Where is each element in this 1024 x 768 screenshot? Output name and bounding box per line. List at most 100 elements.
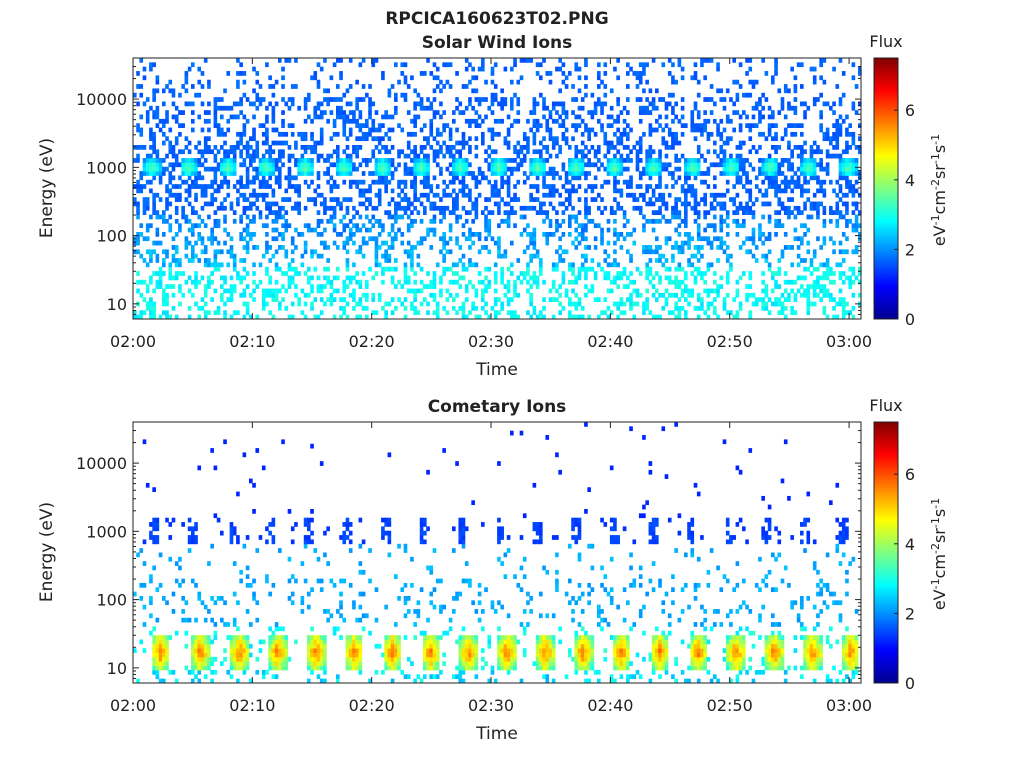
heatmap-cell — [719, 97, 724, 102]
heatmap-cells — [133, 422, 859, 684]
heatmap-cell — [274, 201, 279, 207]
heatmap-cell — [738, 201, 743, 207]
heatmap-cell — [719, 145, 724, 150]
heatmap-cell — [667, 127, 672, 133]
heatmap-cell — [352, 205, 356, 211]
heatmap-cell — [539, 149, 543, 155]
heatmap-cell — [845, 179, 849, 185]
heatmap-cell — [738, 275, 743, 281]
heatmap-cell — [468, 97, 472, 102]
heatmap-cell — [677, 262, 682, 268]
heatmap-cell — [838, 175, 843, 181]
heatmap-cell — [574, 145, 579, 150]
heatmap-cell — [426, 158, 430, 163]
heatmap-cell — [271, 201, 276, 207]
heatmap-cell — [426, 175, 430, 181]
heatmap-cell — [609, 262, 614, 268]
heatmap-cell — [336, 145, 340, 150]
heatmap-cell — [239, 275, 243, 281]
heatmap-cell — [561, 118, 566, 124]
heatmap-cell — [854, 84, 859, 89]
heatmap-cell — [851, 249, 856, 255]
heatmap-cell — [503, 210, 508, 215]
heatmap-cell — [358, 97, 363, 102]
heatmap-cell — [187, 314, 192, 320]
heatmap-cell — [600, 123, 604, 128]
heatmap-cell — [439, 288, 443, 294]
heatmap-cell — [419, 101, 424, 107]
heatmap-cell — [171, 236, 176, 242]
heatmap-cell — [468, 227, 472, 233]
heatmap-cell — [835, 136, 840, 142]
heatmap-cell — [858, 149, 862, 155]
heatmap-cell — [703, 158, 707, 163]
heatmap-cell — [474, 184, 479, 189]
heatmap-cell — [838, 97, 843, 102]
heatmap-cell — [748, 123, 753, 128]
heatmap-cell — [590, 92, 595, 98]
heatmap-cell — [619, 166, 624, 172]
heatmap-cell — [477, 236, 482, 242]
heatmap-cell — [200, 643, 205, 649]
heatmap-cell — [197, 258, 202, 263]
heatmap-cell — [149, 136, 153, 142]
heatmap-cell — [207, 661, 211, 666]
heatmap-cell — [493, 166, 498, 172]
heatmap-cell — [729, 310, 733, 316]
heatmap-cell — [426, 97, 430, 102]
heatmap-cell — [200, 661, 205, 666]
heatmap-cell — [319, 232, 324, 237]
heatmap-cell — [294, 145, 298, 150]
heatmap-cell — [577, 232, 582, 237]
heatmap-cell — [593, 236, 598, 242]
heatmap-cell — [481, 292, 485, 298]
heatmap-cell — [336, 114, 340, 120]
heatmap-cell — [561, 275, 566, 281]
heatmap-cell — [216, 596, 221, 601]
heatmap-cell — [464, 162, 469, 168]
heatmap-cell — [274, 101, 279, 107]
heatmap-cell — [448, 266, 453, 272]
heatmap-cell — [703, 123, 707, 128]
heatmap-cell — [439, 114, 443, 120]
heatmap-cell — [203, 284, 208, 289]
heatmap-cell — [841, 162, 846, 168]
heatmap-cell — [774, 184, 778, 189]
heatmap-cell — [416, 101, 421, 107]
heatmap-cell — [725, 210, 730, 215]
heatmap-cell — [381, 279, 385, 285]
heatmap-cell — [191, 62, 195, 68]
heatmap-cell — [255, 448, 260, 453]
heatmap-cell — [655, 184, 659, 189]
heatmap-cell — [493, 162, 498, 168]
heatmap-cell — [735, 158, 740, 163]
heatmap-cell — [674, 245, 678, 250]
heatmap-cell — [168, 171, 173, 176]
heatmap-cell — [149, 66, 153, 72]
heatmap-cell — [419, 166, 424, 172]
heatmap-cell — [174, 140, 179, 146]
heatmap-cell — [210, 297, 214, 302]
heatmap-cell — [336, 58, 340, 63]
heatmap-cell — [216, 249, 221, 255]
heatmap-cell — [287, 279, 292, 285]
heatmap-cell — [829, 105, 833, 111]
heatmap-cell — [764, 292, 769, 298]
heatmap-cell — [191, 526, 195, 532]
heatmap-cell — [800, 236, 804, 242]
heatmap-cell — [377, 201, 382, 207]
heatmap-cell — [278, 305, 282, 311]
heatmap-cell — [278, 184, 282, 189]
heatmap-cell — [626, 71, 630, 76]
heatmap-cell — [287, 223, 292, 229]
heatmap-cell — [651, 58, 656, 63]
heatmap-cell — [152, 240, 156, 246]
heatmap-cell — [542, 279, 546, 285]
heatmap-cell — [229, 284, 234, 289]
heatmap-cell — [822, 262, 827, 268]
heatmap-cell — [374, 192, 379, 198]
heatmap-cell — [619, 140, 624, 146]
heatmap-cell — [812, 162, 817, 168]
heatmap-cell — [477, 179, 482, 185]
heatmap-cell — [535, 175, 540, 181]
